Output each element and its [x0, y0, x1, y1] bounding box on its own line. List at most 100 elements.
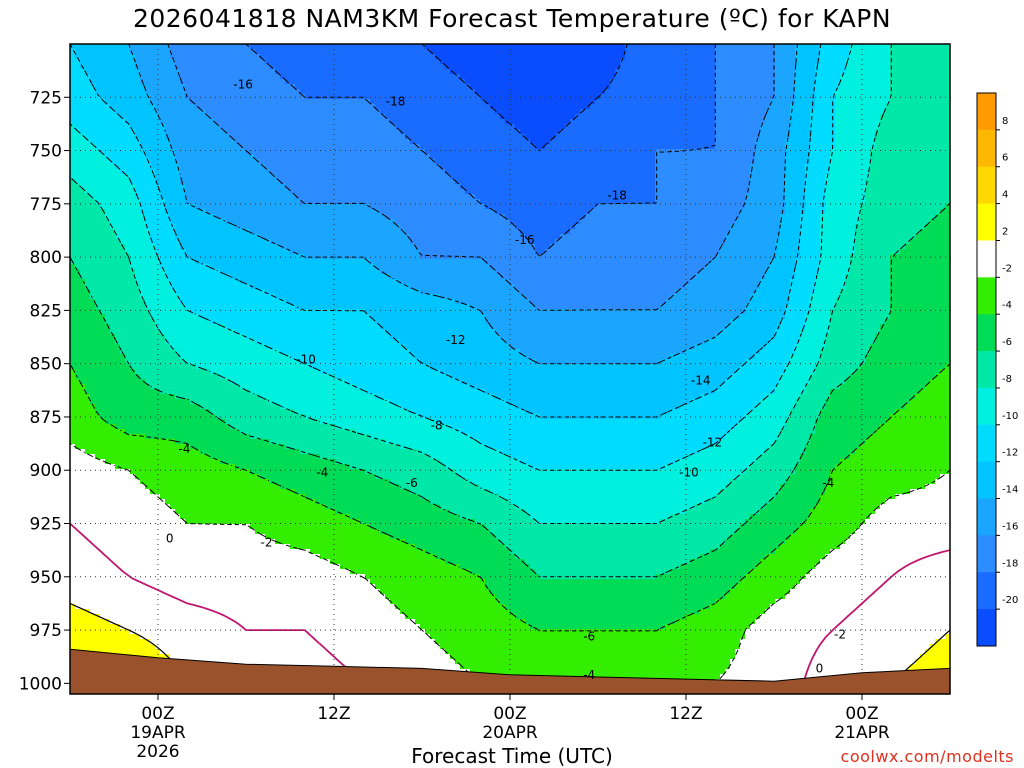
temperature-band-cell [180, 169, 271, 175]
temperature-band-cell [435, 419, 741, 425]
temperature-band-cell [70, 459, 106, 465]
temperature-band-cell [165, 339, 256, 345]
temperature-band-cell [725, 539, 786, 545]
temperature-band-cell [180, 239, 271, 245]
contour-label: -2 [834, 627, 846, 641]
temperature-band-cell [155, 324, 226, 330]
temperature-band-cell [505, 339, 706, 345]
temperature-band-cell [845, 59, 891, 65]
temperature-band-cell [655, 149, 756, 155]
temperature-band-cell [440, 459, 521, 465]
temperature-band-cell [725, 669, 906, 675]
temperature-band-cell [440, 504, 516, 510]
temperature-band-cell [730, 479, 786, 485]
temperature-band-cell [690, 559, 761, 565]
temperature-band-cell [825, 204, 861, 210]
temperature-band-cell [70, 159, 111, 165]
temperature-band-cell [70, 329, 111, 335]
temperature-band-cell [135, 134, 166, 140]
temperature-band-cell [235, 464, 351, 470]
temperature-band-cell [390, 274, 501, 280]
temperature-band-cell [535, 144, 546, 150]
temperature-band-cell [720, 544, 781, 550]
temperature-band-cell [820, 354, 866, 360]
temperature-band-cell [805, 164, 831, 170]
temperature-band-cell [920, 389, 950, 395]
temperature-band-cell [855, 244, 906, 250]
temperature-band-cell [70, 79, 91, 85]
temperature-band-cell [775, 329, 801, 335]
temperature-band-cell [875, 144, 950, 150]
temperature-band-cell [835, 144, 876, 150]
temperature-band-cell [260, 159, 436, 165]
temperature-band-cell [135, 129, 166, 135]
temperature-band-cell [810, 129, 836, 135]
temperature-band-cell [170, 344, 266, 350]
temperature-band-cell [415, 244, 536, 250]
temperature-band-cell [860, 204, 946, 210]
temperature-band-cell [70, 139, 91, 145]
temperature-band-cell [295, 409, 411, 415]
colorbar-swatch [977, 129, 996, 168]
temperature-band-cell [710, 549, 776, 555]
temperature-band-cell [70, 309, 101, 315]
temperature-band-cell [790, 119, 811, 125]
temperature-band-cell [220, 124, 396, 130]
credit-link[interactable]: coolwx.com/modelts [840, 747, 1014, 766]
temperature-band-cell [200, 314, 371, 320]
temperature-band-cell [140, 209, 166, 215]
temperature-band-cell [820, 359, 866, 365]
temperature-band-cell [810, 119, 836, 125]
temperature-band-cell [820, 244, 856, 250]
colorbar-swatch [977, 609, 996, 647]
temperature-band-cell [70, 524, 251, 530]
temperature-band-cell [720, 249, 776, 255]
temperature-band-cell [165, 209, 206, 215]
temperature-band-cell [380, 269, 496, 275]
temperature-band-cell [525, 294, 671, 300]
temperature-band-cell [755, 564, 816, 570]
contour-label: -16 [515, 233, 535, 247]
temperature-band-cell [800, 524, 861, 530]
temperature-band-cell [830, 159, 871, 165]
temperature-band-cell [660, 519, 746, 525]
temperature-band-cell [890, 99, 950, 105]
temperature-band-cell [160, 194, 186, 200]
temperature-band-cell [770, 104, 791, 110]
temperature-band-cell [865, 179, 950, 185]
temperature-band-cell [805, 389, 831, 395]
temperature-band-cell [140, 634, 431, 640]
temperature-band-cell [485, 524, 741, 530]
temperature-band-cell [180, 79, 286, 85]
temperature-band-cell [250, 469, 366, 475]
temperature-band-cell [760, 134, 791, 140]
temperature-band-cell [810, 154, 831, 160]
temperature-band-cell [790, 589, 950, 595]
temperature-band-cell [125, 244, 156, 250]
temperature-band-cell [150, 234, 176, 240]
temperature-band-cell [850, 49, 891, 55]
temperature-band-cell [775, 69, 796, 75]
temperature-band-cell [160, 189, 186, 195]
temperature-band-cell [110, 104, 156, 110]
temperature-band-cell [175, 59, 266, 65]
temperature-band-cell [100, 204, 141, 210]
temperature-band-cell [70, 169, 121, 175]
temperature-band-cell [70, 49, 76, 55]
plot-area [70, 44, 950, 694]
temperature-band-cell [665, 299, 751, 305]
temperature-band-cell [835, 114, 881, 120]
temperature-band-cell [770, 99, 796, 105]
temperature-band-cell [560, 129, 716, 135]
temperature-band-cell [460, 664, 731, 670]
temperature-band-cell [70, 564, 341, 570]
temperature-band-cell [470, 669, 726, 675]
temperature-band-cell [760, 349, 796, 355]
temperature-band-cell [365, 389, 486, 395]
temperature-band-cell [795, 99, 816, 105]
temperature-band-cell [890, 54, 950, 60]
temperature-band-cell [890, 269, 950, 275]
colorbar-swatch [977, 535, 996, 573]
temperature-band-cell [375, 474, 461, 480]
temperature-band-cell [70, 269, 81, 275]
